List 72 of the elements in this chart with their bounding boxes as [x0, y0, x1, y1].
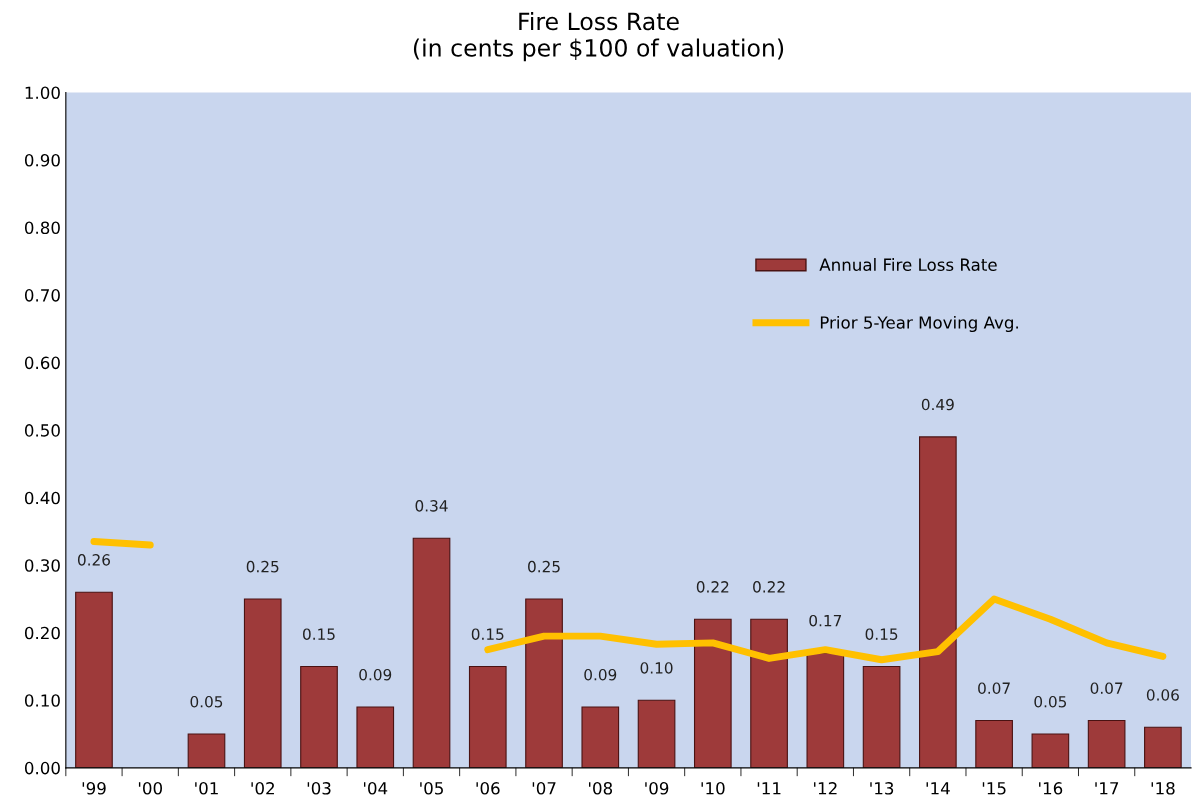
data-label: 0.22 — [696, 581, 729, 593]
y-tick-label: 0.90 — [24, 153, 60, 167]
data-label: 0.07 — [1090, 682, 1123, 694]
x-tick-label: '13 — [870, 782, 894, 795]
x-tick-label: '08 — [589, 782, 613, 795]
x-tick-label: '10 — [701, 782, 725, 795]
x-tick-label: '09 — [645, 782, 669, 795]
x-tick-label: '14 — [926, 782, 950, 795]
data-label: 0.25 — [528, 560, 560, 573]
bar — [1087, 719, 1126, 768]
legend-label: Annual Fire Loss Rate — [819, 258, 997, 272]
x-tick-label: '02 — [251, 782, 274, 795]
data-label: 0.25 — [246, 560, 279, 573]
bar — [300, 665, 338, 768]
data-label: 0.15 — [303, 628, 335, 640]
bar — [75, 591, 113, 768]
data-label: 0.49 — [921, 398, 954, 411]
data-label: 0.34 — [415, 500, 448, 512]
x-tick-label: '18 — [1151, 782, 1175, 795]
bar — [525, 598, 563, 768]
bar — [806, 652, 845, 768]
x-tick-label: '16 — [1039, 782, 1063, 795]
data-label: 0.05 — [1034, 695, 1067, 708]
y-tick-label: 0.30 — [24, 559, 60, 572]
data-label: 0.15 — [471, 628, 504, 640]
bar — [187, 733, 226, 768]
bar — [1031, 733, 1070, 768]
y-tick-label: 1.00 — [25, 86, 60, 100]
bar — [750, 618, 788, 768]
bar — [919, 436, 957, 768]
y-tick-label: 0.20 — [24, 626, 60, 640]
x-tick-label: '11 — [757, 782, 781, 795]
bar — [862, 665, 901, 768]
data-label: 0.17 — [809, 614, 842, 627]
y-tick-label: 0.60 — [24, 356, 60, 370]
chart-title: Fire Loss Rate (in cents per $100 of valuation) — [413, 12, 784, 62]
data-label: 0.09 — [584, 668, 617, 681]
x-tick-label: '12 — [814, 782, 837, 795]
x-tick-label: '17 — [1095, 782, 1119, 795]
bar — [693, 618, 732, 768]
y-tick-label: 0.50 — [24, 424, 60, 437]
y-tick-label: 0.40 — [24, 491, 60, 505]
x-tick-label: '04 — [363, 782, 388, 795]
bar — [1144, 726, 1182, 768]
data-label: 0.10 — [640, 662, 673, 674]
x-tick-label: '15 — [982, 782, 1006, 795]
bar — [243, 598, 282, 768]
x-tick-label: '00 — [138, 782, 163, 795]
bar — [637, 699, 676, 768]
data-label: 0.22 — [753, 581, 785, 593]
bar — [581, 706, 620, 768]
data-label: 0.09 — [359, 668, 392, 681]
x-tick-label: '05 — [420, 782, 443, 795]
x-tick-label: '07 — [532, 782, 556, 795]
bar — [356, 706, 395, 768]
bar — [412, 537, 451, 768]
y-tick-label: 0.70 — [24, 289, 60, 302]
y-tick-label: 0.10 — [24, 694, 60, 707]
y-tick-label: 0.80 — [24, 221, 60, 235]
data-label: 0.26 — [77, 554, 111, 566]
x-tick-label: '99 — [82, 782, 106, 795]
data-label: 0.07 — [978, 682, 1010, 694]
bar — [468, 665, 507, 768]
data-label: 0.06 — [1146, 689, 1179, 701]
x-tick-label: '06 — [476, 782, 500, 795]
bar — [975, 719, 1013, 768]
legend-label: Prior 5-Year Moving Avg. — [820, 315, 1018, 333]
x-tick-label: '01 — [195, 782, 218, 795]
data-label: 0.05 — [190, 695, 223, 708]
y-tick-label: 0.00 — [24, 761, 60, 775]
x-tick-label: '03 — [307, 782, 331, 795]
data-label: 0.15 — [865, 628, 898, 640]
